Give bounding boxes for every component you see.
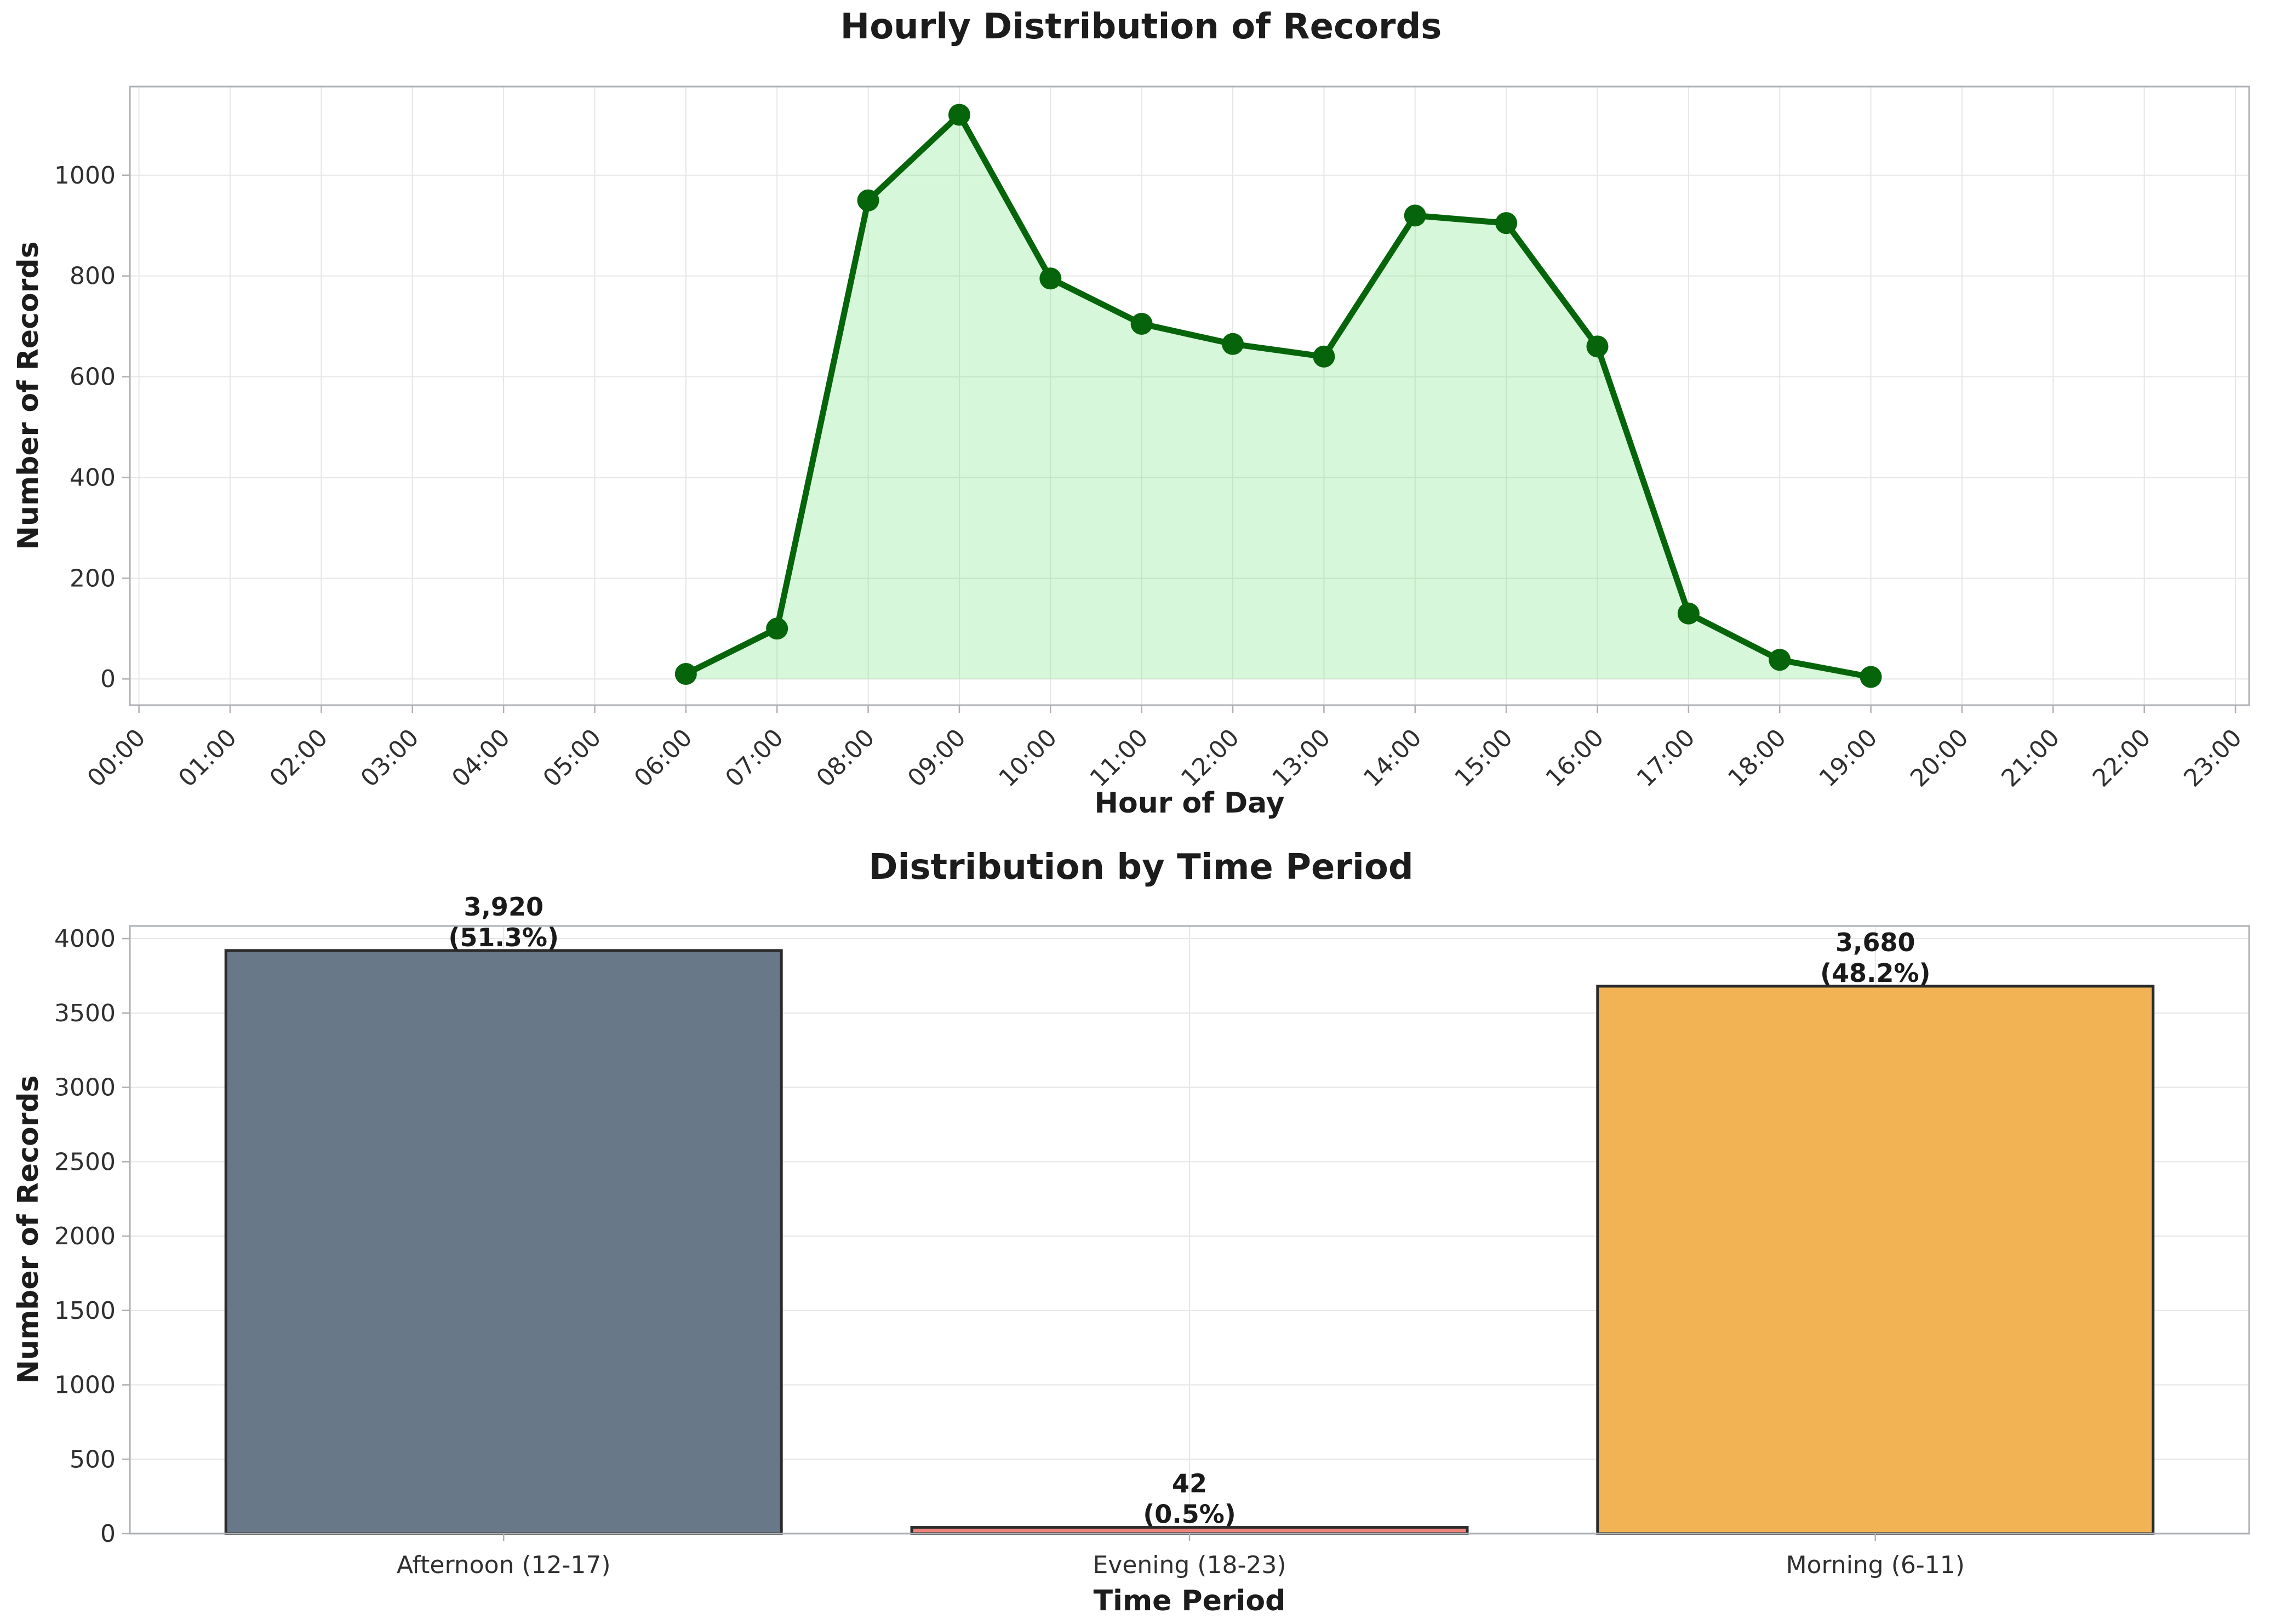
x-tick-label: 17:00 [1632, 724, 1701, 793]
data-point-12:00 [1222, 333, 1244, 355]
x-tick-label: 11:00 [1085, 724, 1154, 793]
x-tick-label: 19:00 [1814, 724, 1883, 793]
x-tick-label: 21:00 [1996, 724, 2065, 793]
plot-border [129, 85, 2250, 706]
x-tick-label: Morning (6-11) [1786, 1551, 1965, 1579]
x-tick-label: 13:00 [1267, 724, 1336, 793]
x-tick-label: 04:00 [447, 724, 516, 793]
data-point-19:00 [1860, 666, 1882, 688]
bar-value-label: 3,920 (51.3%) [448, 892, 559, 952]
period-chart-title: Distribution by Time Period [868, 847, 1414, 888]
x-tick-label: Evening (18-23) [1093, 1551, 1286, 1579]
hourly-line-chart-canvas: 00:00 01:00 02:00 03:00 04:00 05:00 06:00 07:00… [54, 85, 2250, 793]
x-tick-label: 10:00 [993, 724, 1062, 793]
x-tick-label: 05:00 [538, 724, 607, 793]
y-tick-label: 1500 [54, 1297, 116, 1325]
y-tick-label: 500 [70, 1445, 116, 1473]
x-tick-label: 22:00 [2087, 724, 2157, 793]
line-series [683, 111, 1874, 681]
data-point-10:00 [1039, 267, 1062, 290]
x-tick-label: 09:00 [902, 724, 971, 793]
x-tick-label: 14:00 [1358, 724, 1427, 793]
period-bar-chart-canvas: 0 500 1000 1500 2000 2500 3000 3500 4000 Afternoo… [54, 892, 2250, 1579]
data-point-11:00 [1130, 313, 1153, 335]
y-tick-label: 0 [100, 1520, 116, 1548]
area-fill [685, 115, 1871, 679]
x-tick-label: 15:00 [1449, 724, 1518, 793]
data-point-14:00 [1404, 204, 1426, 227]
y-tick-label: 1000 [54, 162, 116, 190]
x-tick-label: 16:00 [1541, 724, 1610, 793]
y-tick-label: 800 [70, 262, 116, 290]
bar-morning [1596, 985, 2155, 1535]
data-point-17:00 [1677, 602, 1700, 625]
data-point-09:00 [948, 104, 970, 126]
y-tick-label: 2500 [54, 1148, 116, 1176]
data-point-15:00 [1495, 212, 1518, 235]
x-tick-label: 01:00 [173, 724, 242, 793]
x-tick-label: 06:00 [629, 724, 698, 793]
x-tick-label: 18:00 [1723, 724, 1792, 793]
x-tick-label: 07:00 [720, 724, 789, 793]
x-tick-label: 12:00 [1176, 724, 1245, 793]
bar-value-label: 3,680 (48.2%) [1820, 928, 1931, 988]
data-point-18:00 [1769, 649, 1791, 671]
x-tick-label: Afternoon (12-17) [397, 1551, 611, 1579]
y-tick-label: 200 [70, 564, 116, 592]
y-tick-label: 3500 [54, 999, 116, 1027]
y-tick-label: 1000 [54, 1371, 116, 1399]
x-tick-label: 20:00 [1905, 724, 1974, 793]
data-point-16:00 [1586, 335, 1609, 358]
y-tick-label: 2000 [54, 1222, 116, 1250]
x-tick-label: 08:00 [811, 724, 880, 793]
y-tick-label: 600 [70, 363, 116, 391]
data-point-08:00 [857, 189, 879, 211]
data-point-13:00 [1313, 345, 1335, 368]
y-tick-label: 4000 [54, 925, 116, 953]
data-point-07:00 [766, 617, 788, 640]
period-chart-xlabel: Time Period [1093, 1585, 1286, 1617]
x-tick-label: 02:00 [264, 724, 333, 793]
x-tick-label: 03:00 [356, 724, 425, 793]
hourly-chart-xlabel: Hour of Day [1094, 787, 1285, 820]
y-tick-label: 3000 [54, 1074, 116, 1102]
x-tick-label: 00:00 [82, 724, 151, 793]
x-tick-label: 23:00 [2178, 724, 2247, 793]
data-point-06:00 [674, 662, 697, 685]
hourly-chart-title: Hourly Distribution of Records [840, 7, 1442, 47]
y-tick-label: 0 [100, 665, 116, 693]
bar-afternoon [224, 949, 783, 1535]
bar-value-label: 42 (0.5%) [1143, 1469, 1236, 1529]
y-tick-label: 400 [70, 464, 116, 491]
